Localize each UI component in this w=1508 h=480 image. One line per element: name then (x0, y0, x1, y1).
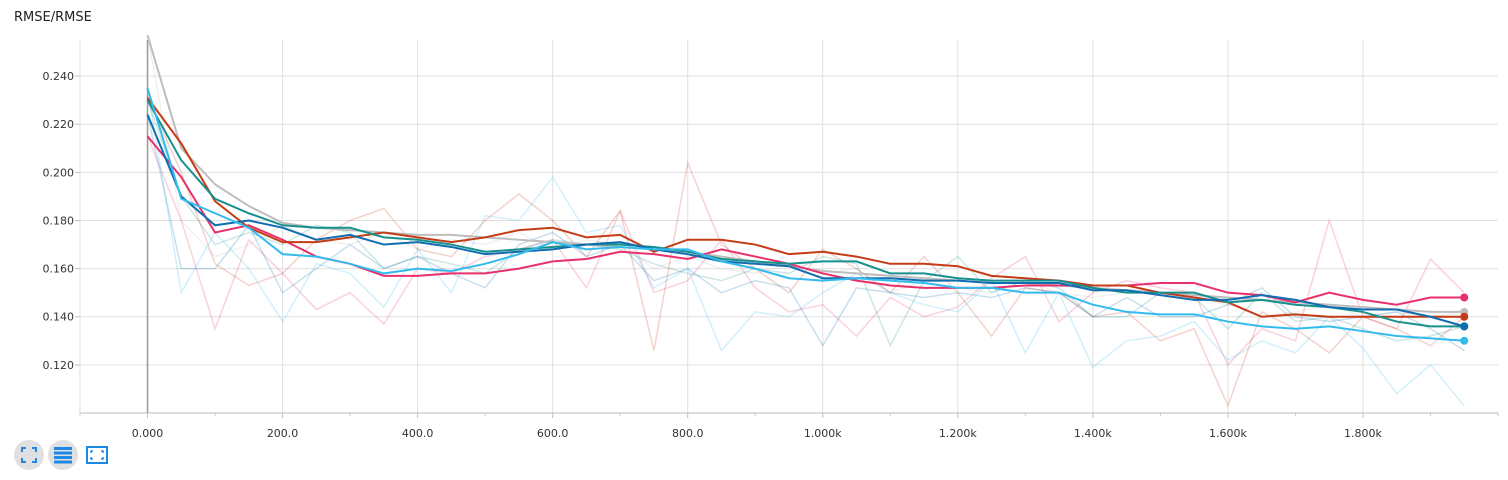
raw-series-line (146, 88, 1465, 407)
raw-series-line (146, 135, 1465, 367)
x-tick-label: 600.0 (537, 427, 569, 440)
expand-icon (86, 446, 108, 464)
x-tick-label: 1.600k (1209, 427, 1247, 440)
fit-domain-icon (21, 447, 37, 463)
y-tick-label: 0.140 (43, 311, 75, 324)
x-tick-label: 1.000k (804, 427, 842, 440)
axis-layer: 0.120 0.140 0.160 0.180 0.200 0.220 0.240 0.000… (43, 40, 1499, 440)
expand-button[interactable] (82, 440, 112, 470)
smoothed-series-line (146, 87, 1465, 342)
y-tick-label: 0.160 (43, 263, 75, 276)
y-tick-label: 0.120 (43, 359, 75, 372)
raw-series-line (146, 97, 1465, 408)
log-scale-icon (54, 447, 72, 464)
log-scale-button[interactable] (48, 440, 78, 470)
y-tick-label: 0.220 (43, 118, 75, 131)
x-tick-label: 1.200k (939, 427, 977, 440)
smoothed-series-line (146, 97, 1465, 318)
x-tick-label: 200.0 (267, 427, 299, 440)
y-tick-label: 0.240 (43, 70, 75, 83)
fit-domain-button[interactable] (14, 440, 44, 470)
end-marker-layer (1460, 293, 1469, 345)
x-tick-label: 1.400k (1074, 427, 1112, 440)
raw-series-line (146, 35, 1465, 318)
smoothed-series-line (146, 135, 1465, 306)
chart-toolbar (14, 440, 112, 470)
series-end-marker (1460, 312, 1469, 321)
raw-series-line (146, 114, 1465, 352)
series-end-marker (1460, 293, 1469, 302)
x-tick-label: 800.0 (672, 427, 704, 440)
smoothed-series-line (146, 114, 1465, 328)
series-end-marker (1460, 336, 1469, 345)
x-tick-label: 0.000 (132, 427, 164, 440)
grid-layer (80, 40, 1498, 413)
smoothed-series-layer (146, 34, 1465, 342)
raw-series-line (146, 99, 1465, 348)
y-tick-label: 0.180 (43, 214, 75, 227)
smoothed-series-line (146, 99, 1465, 328)
series-end-marker (1460, 322, 1469, 331)
y-tick-label: 0.200 (43, 166, 75, 179)
x-tick-label: 400.0 (402, 427, 434, 440)
chart-title: RMSE/RMSE (14, 10, 92, 25)
x-tick-label: 1.800k (1344, 427, 1382, 440)
